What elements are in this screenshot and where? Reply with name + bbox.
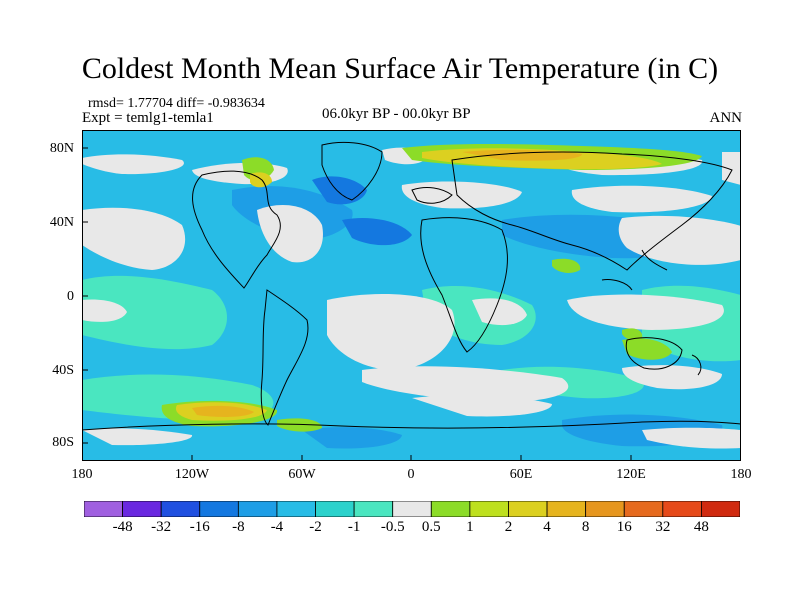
x-tick-label: 60E: [509, 467, 533, 482]
y-tick-label: 0: [67, 289, 74, 304]
colorbar-swatch: [508, 501, 548, 517]
colorbar-swatch: [430, 501, 471, 517]
colorbar: [84, 501, 740, 517]
y-tick-label: 40N: [49, 215, 74, 230]
map-title: Coldest Month Mean Surface Air Temperatu…: [81, 52, 719, 85]
x-tick-label: 180: [71, 467, 93, 482]
colorbar-label: -48: [112, 519, 133, 535]
x-tick-label: 60W: [288, 467, 316, 482]
colorbar-swatch: [315, 501, 355, 517]
temperature-map: [82, 130, 741, 461]
colorbar-swatch: [237, 501, 278, 517]
x-tick-label: 180: [730, 467, 752, 482]
colorbar-swatch: [623, 501, 664, 517]
colorbar-swatch: [662, 501, 702, 517]
colorbar-swatch: [469, 501, 509, 517]
x-tick-label: 0: [407, 467, 415, 482]
colorbar-label: 4: [543, 519, 551, 535]
period-label: 06.0kyr BP - 00.0kyr BP: [322, 106, 471, 122]
colorbar-label: 48: [693, 519, 709, 535]
axis-ticks: [82, 147, 632, 461]
orange-regions: [192, 149, 582, 417]
x-tick-label: 120E: [616, 467, 646, 482]
colorbar-swatch: [585, 501, 625, 517]
colorbar-label: 2: [504, 519, 513, 535]
colorbar-label: -16: [189, 519, 210, 535]
colorbar-swatch: [392, 501, 432, 517]
colorbar-label: -32: [151, 519, 172, 535]
experiment-label: Expt = temlg1-temla1: [82, 110, 214, 126]
colorbar-swatch: [353, 501, 394, 517]
colorbar-label: 8: [581, 519, 590, 535]
coastlines: [82, 141, 741, 431]
colorbar-swatch: [122, 501, 162, 517]
colorbar-swatch: [701, 501, 740, 517]
colorbar-label: -8: [232, 519, 245, 535]
y-tick-label: 80S: [52, 435, 74, 450]
colorbar-label: 0.5: [421, 519, 441, 535]
season-label: ANN: [709, 110, 743, 126]
colorbar-swatch: [84, 501, 123, 517]
colorbar-label: 1: [466, 519, 474, 535]
y-tick-label: 40S: [52, 363, 74, 378]
colorbar-swatch: [276, 501, 316, 517]
colorbar-label: -4: [270, 519, 284, 535]
colorbar-swatch: [546, 501, 587, 517]
colorbar-swatch: [160, 501, 201, 517]
colorbar-label: 32: [655, 519, 671, 535]
colorbar-label: -1: [347, 519, 361, 535]
colorbar-swatch: [199, 501, 239, 517]
y-tick-label: 80N: [49, 141, 74, 156]
x-tick-label: 120W: [174, 467, 210, 482]
rmsd-diff-stats: rmsd= 1.77704 diff= -0.983634: [88, 96, 265, 111]
colorbar-label: 16: [616, 519, 632, 535]
colorbar-label: -0.5: [380, 519, 405, 535]
colorbar-label: -2: [309, 519, 322, 535]
